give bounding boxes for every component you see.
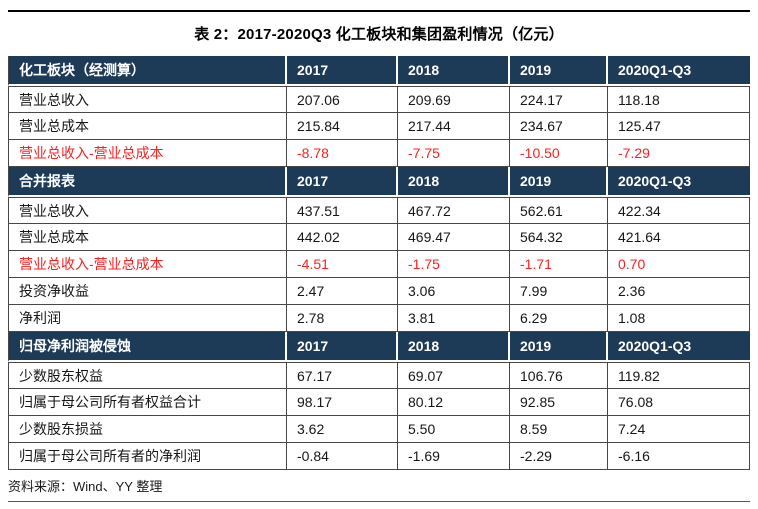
value-cell: 437.51 [287, 197, 398, 224]
section-title-cell: 归母净利润被侵蚀 [8, 332, 287, 362]
row-label-cell: 营业总收入-营业总成本 [8, 140, 287, 167]
value-cell: -1.75 [398, 251, 510, 278]
source-note: 资料来源：Wind、YY 整理 [8, 479, 163, 494]
row-label-cell: 营业总收入-营业总成本 [8, 251, 287, 278]
section-header-row: 合并报表 2017 2018 2019 2020Q1-Q3 [8, 167, 750, 197]
row-label-cell: 归属于母公司所有者权益合计 [8, 389, 287, 416]
table-row: 归属于母公司所有者的净利润 -0.84 -1.69 -2.29 -6.16 [8, 443, 750, 470]
table-row: 少数股东损益 3.62 5.50 8.59 7.24 [8, 416, 750, 443]
value-cell: -7.29 [608, 140, 750, 167]
value-cell: -10.50 [510, 140, 608, 167]
value-cell: 76.08 [608, 389, 750, 416]
value-cell: -1.71 [510, 251, 608, 278]
value-cell: 92.85 [510, 389, 608, 416]
value-cell: 5.50 [398, 416, 510, 443]
value-cell: 421.64 [608, 224, 750, 251]
value-cell: 207.06 [287, 86, 398, 113]
value-cell: 8.59 [510, 416, 608, 443]
section-title-cell: 合并报表 [8, 167, 287, 197]
value-cell: 3.06 [398, 278, 510, 305]
value-cell: 7.24 [608, 416, 750, 443]
table-row: 投资净收益 2.47 3.06 7.99 2.36 [8, 278, 750, 305]
value-cell: 209.69 [398, 86, 510, 113]
value-cell: 98.17 [287, 389, 398, 416]
value-cell: 442.02 [287, 224, 398, 251]
row-label-cell: 营业总成本 [8, 113, 287, 140]
value-cell: 6.29 [510, 305, 608, 332]
value-cell: 467.72 [398, 197, 510, 224]
value-cell: 3.81 [398, 305, 510, 332]
table-row: 归属于母公司所有者权益合计 98.17 80.12 92.85 76.08 [8, 389, 750, 416]
value-cell: 80.12 [398, 389, 510, 416]
value-cell: 2.78 [287, 305, 398, 332]
table-title: 表 2：2017-2020Q3 化工板块和集团盈利情况（亿元） [194, 26, 564, 43]
value-cell: 119.82 [608, 362, 750, 389]
table-row: 营业总收入 207.06 209.69 224.17 118.18 [8, 86, 750, 113]
year-header-cell: 2020Q1-Q3 [608, 56, 750, 86]
value-cell: -7.75 [398, 140, 510, 167]
table-row: 少数股东权益 67.17 69.07 106.76 119.82 [8, 362, 750, 389]
value-cell: 224.17 [510, 86, 608, 113]
year-header-cell: 2019 [510, 332, 608, 362]
row-label-cell: 少数股东权益 [8, 362, 287, 389]
value-cell: -8.78 [287, 140, 398, 167]
value-cell: 562.61 [510, 197, 608, 224]
year-header-cell: 2020Q1-Q3 [608, 332, 750, 362]
year-header-cell: 2017 [287, 167, 398, 197]
bottom-divider [8, 501, 750, 502]
row-label-cell: 营业总成本 [8, 224, 287, 251]
value-cell: 217.44 [398, 113, 510, 140]
value-cell: 67.17 [287, 362, 398, 389]
table-row: 营业总收入-营业总成本 -8.78 -7.75 -10.50 -7.29 [8, 140, 750, 167]
value-cell: 564.32 [510, 224, 608, 251]
top-divider [8, 10, 750, 12]
value-cell: 422.34 [608, 197, 750, 224]
row-label-cell: 净利润 [8, 305, 287, 332]
financial-table: 化工板块（经测算） 2017 2018 2019 2020Q1-Q3 营业总收入 207.0… [8, 56, 750, 470]
year-header-cell: 2019 [510, 167, 608, 197]
row-label-cell: 归属于母公司所有者的净利润 [8, 443, 287, 470]
row-label-cell: 投资净收益 [8, 278, 287, 305]
row-label-cell: 少数股东损益 [8, 416, 287, 443]
section-header-row: 化工板块（经测算） 2017 2018 2019 2020Q1-Q3 [8, 56, 750, 86]
value-cell: 1.08 [608, 305, 750, 332]
value-cell: 2.47 [287, 278, 398, 305]
value-cell: 0.70 [608, 251, 750, 278]
year-header-cell: 2020Q1-Q3 [608, 167, 750, 197]
year-header-cell: 2018 [398, 56, 510, 86]
table-row: 净利润 2.78 3.81 6.29 1.08 [8, 305, 750, 332]
table-row: 营业总成本 442.02 469.47 564.32 421.64 [8, 224, 750, 251]
value-cell: 469.47 [398, 224, 510, 251]
value-cell: 2.36 [608, 278, 750, 305]
year-header-cell: 2019 [510, 56, 608, 86]
year-header-cell: 2017 [287, 332, 398, 362]
value-cell: 69.07 [398, 362, 510, 389]
table-row: 营业总成本 215.84 217.44 234.67 125.47 [8, 113, 750, 140]
value-cell: -6.16 [608, 443, 750, 470]
value-cell: 215.84 [287, 113, 398, 140]
section-title-cell: 化工板块（经测算） [8, 56, 287, 86]
value-cell: 7.99 [510, 278, 608, 305]
table-row: 营业总收入-营业总成本 -4.51 -1.75 -1.71 0.70 [8, 251, 750, 278]
table-row: 营业总收入 437.51 467.72 562.61 422.34 [8, 197, 750, 224]
value-cell: -2.29 [510, 443, 608, 470]
value-cell: -4.51 [287, 251, 398, 278]
year-header-cell: 2018 [398, 332, 510, 362]
value-cell: 3.62 [287, 416, 398, 443]
value-cell: 125.47 [608, 113, 750, 140]
row-label-cell: 营业总收入 [8, 197, 287, 224]
value-cell: 118.18 [608, 86, 750, 113]
value-cell: -1.69 [398, 443, 510, 470]
year-header-cell: 2018 [398, 167, 510, 197]
row-label-cell: 营业总收入 [8, 86, 287, 113]
value-cell: 106.76 [510, 362, 608, 389]
year-header-cell: 2017 [287, 56, 398, 86]
value-cell: 234.67 [510, 113, 608, 140]
value-cell: -0.84 [287, 443, 398, 470]
section-header-row: 归母净利润被侵蚀 2017 2018 2019 2020Q1-Q3 [8, 332, 750, 362]
